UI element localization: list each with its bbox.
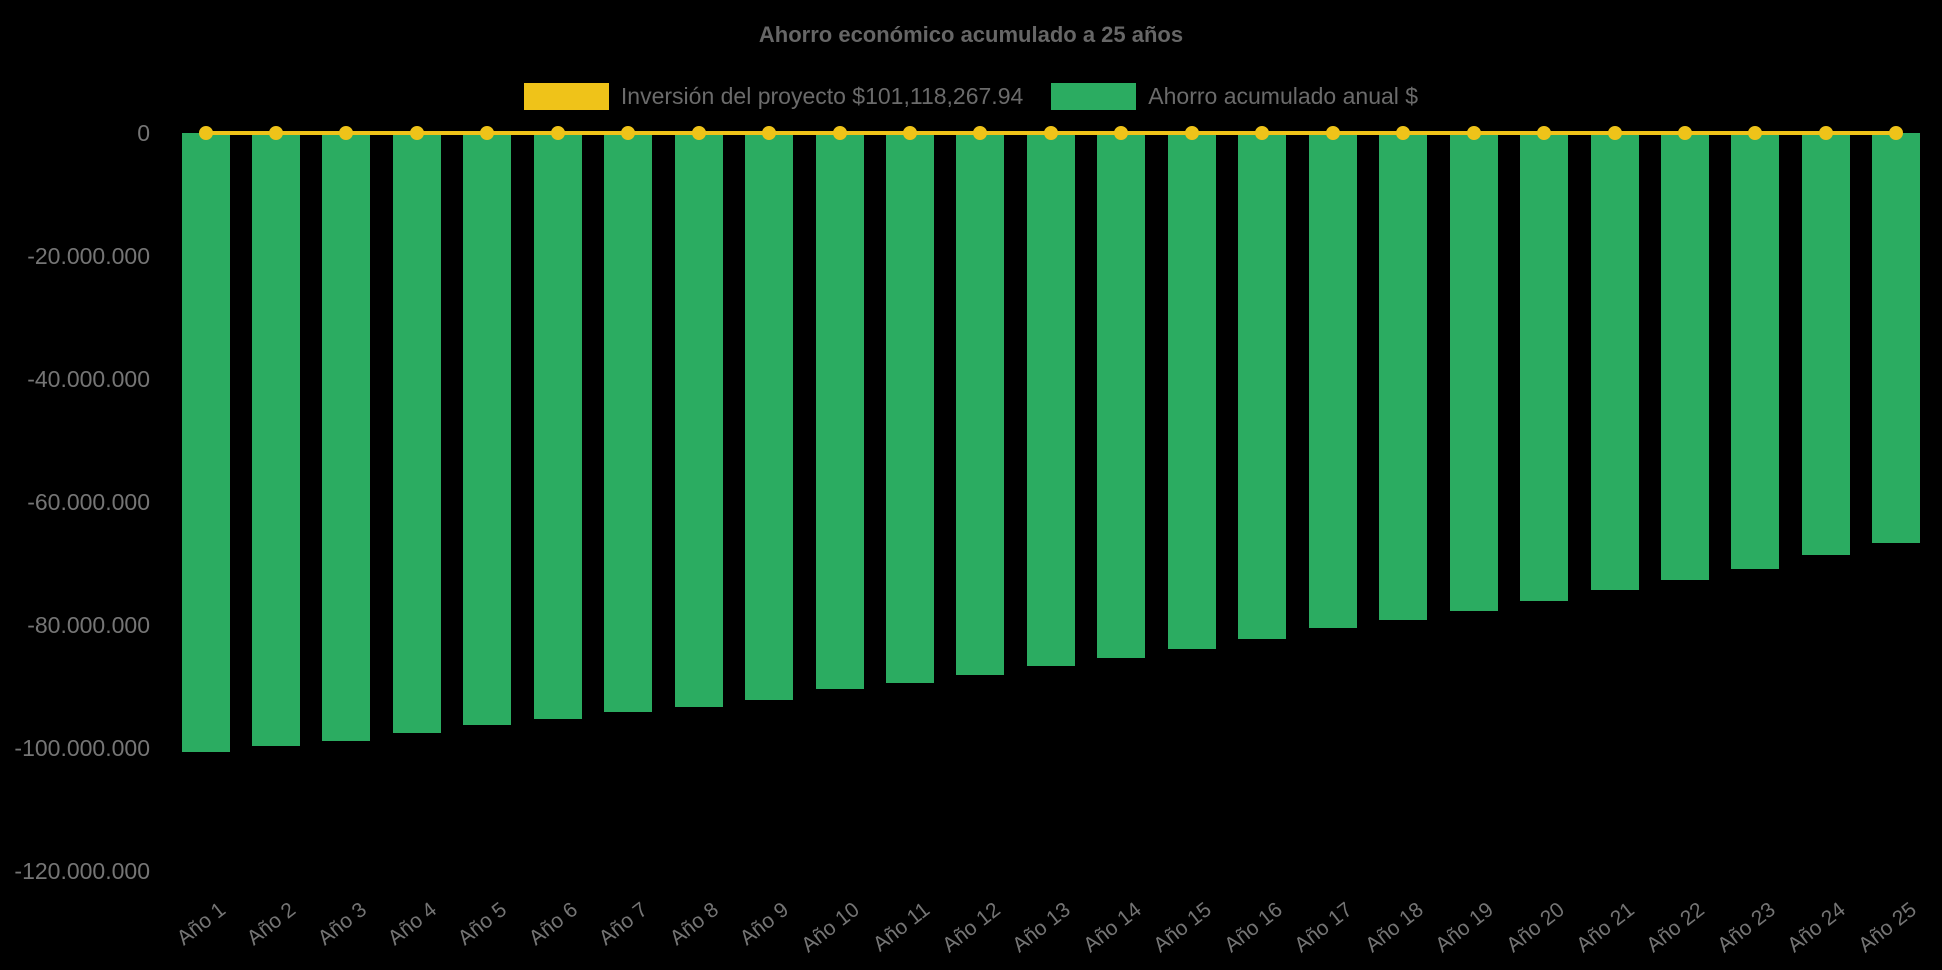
x-tick-label-ano-23: Año 23 (1712, 898, 1780, 958)
x-tick-label-ano-11: Año 11 (868, 898, 935, 957)
x-tick-label-ano-20: Año 20 (1501, 898, 1569, 958)
x-tick-label-ano-19: Año 19 (1431, 898, 1498, 958)
investment-point-ano-11[interactable] (903, 125, 917, 140)
investment-point-ano-18[interactable] (1396, 125, 1411, 140)
bar-ano-24[interactable] (1801, 132, 1850, 555)
investment-point-ano-25[interactable] (1889, 125, 1904, 140)
x-tick-label-ano-12: Año 12 (938, 898, 1005, 958)
investment-point-ano-1[interactable] (198, 125, 213, 140)
legend-swatch-inversion (523, 83, 609, 110)
investment-point-ano-3[interactable] (339, 125, 354, 140)
bar-ano-25[interactable] (1872, 132, 1921, 544)
bar-ano-23[interactable] (1731, 132, 1780, 569)
bar-ano-18[interactable] (1379, 132, 1428, 620)
chart-title: Ahorro económico acumulado a 25 años (758, 22, 1184, 47)
x-tick-label-ano-21: Año 21 (1572, 898, 1639, 958)
bar-ano-10[interactable] (815, 132, 864, 690)
bar-ano-6[interactable] (533, 132, 582, 719)
investment-point-ano-16[interactable] (1255, 125, 1270, 140)
investment-point-ano-2[interactable] (268, 125, 283, 140)
bar-ano-5[interactable] (463, 132, 512, 726)
x-tick-label-ano-6: Año 6 (524, 898, 582, 950)
investment-point-ano-24[interactable] (1818, 125, 1833, 140)
bar-ano-19[interactable] (1449, 132, 1498, 611)
y-tick-label: -20.000.000 (27, 242, 150, 269)
investment-point-ano-23[interactable] (1748, 125, 1763, 140)
x-tick-label-ano-22: Año 22 (1642, 898, 1710, 958)
investment-point-ano-19[interactable] (1466, 125, 1481, 140)
bar-ano-20[interactable] (1520, 132, 1569, 601)
bar-ano-7[interactable] (604, 132, 653, 713)
bar-ano-13[interactable] (1026, 132, 1075, 666)
x-tick-label-ano-3: Año 3 (313, 898, 371, 950)
investment-point-ano-13[interactable] (1043, 125, 1058, 140)
x-tick-label-ano-18: Año 18 (1360, 898, 1428, 958)
y-tick-label: -80.000.000 (27, 611, 150, 638)
legend-item-ahorro[interactable]: Ahorro acumulado anual $ (1051, 83, 1418, 110)
y-tick-label: 0 (137, 119, 150, 146)
legend-item-inversion[interactable]: Inversión del proyecto $101,118,267.94 (523, 83, 1024, 110)
bar-ano-1[interactable] (181, 132, 230, 753)
y-tick-label: -100.000.000 (14, 734, 150, 761)
legend-swatch-ahorro (1051, 83, 1137, 110)
bar-ano-8[interactable] (674, 132, 723, 707)
bar-ano-3[interactable] (322, 132, 371, 741)
investment-point-ano-15[interactable] (1184, 125, 1199, 140)
investment-point-ano-7[interactable] (621, 125, 636, 140)
bar-ano-15[interactable] (1167, 132, 1216, 650)
y-tick-label: -60.000.000 (27, 488, 150, 515)
investment-point-ano-21[interactable] (1607, 125, 1622, 140)
bar-ano-4[interactable] (392, 132, 441, 733)
x-tick-label-ano-24: Año 24 (1783, 898, 1851, 958)
x-tick-label-ano-14: Año 14 (1078, 898, 1146, 958)
investment-point-ano-5[interactable] (480, 125, 495, 140)
bar-ano-14[interactable] (1097, 132, 1146, 658)
x-tick-label-ano-16: Año 16 (1219, 898, 1287, 958)
legend-label-inversion: Inversión del proyecto $101,118,267.94 (620, 83, 1024, 109)
x-tick-label-ano-2: Año 2 (242, 898, 301, 950)
legend: Inversión del proyecto $101,118,267.94 A… (0, 83, 1942, 110)
y-tick-label: -40.000.000 (27, 365, 150, 392)
investment-point-ano-20[interactable] (1537, 125, 1552, 140)
bar-ano-9[interactable] (745, 132, 794, 700)
x-tick-label-ano-13: Año 13 (1008, 898, 1076, 958)
bar-ano-12[interactable] (956, 132, 1005, 675)
x-tick-label-ano-17: Año 17 (1290, 898, 1357, 958)
investment-point-ano-10[interactable] (832, 125, 847, 140)
bar-ano-16[interactable] (1238, 132, 1287, 640)
bar-ano-22[interactable] (1660, 132, 1709, 580)
x-tick-label-ano-15: Año 15 (1149, 898, 1216, 958)
x-tick-label-ano-7: Año 7 (594, 898, 653, 950)
investment-point-ano-6[interactable] (550, 125, 565, 140)
investment-point-ano-14[interactable] (1114, 125, 1129, 140)
investment-point-ano-22[interactable] (1677, 125, 1692, 140)
x-tick-label-ano-8: Año 8 (665, 898, 723, 950)
x-tick-label-ano-4: Año 4 (383, 898, 442, 950)
investment-point-ano-12[interactable] (973, 125, 988, 140)
x-tick-label-ano-1: Año 1 (172, 898, 230, 950)
x-tick-label-ano-10: Año 10 (797, 898, 864, 958)
bar-ano-21[interactable] (1590, 132, 1639, 591)
investment-point-ano-8[interactable] (691, 125, 706, 140)
investment-point-ano-4[interactable] (409, 125, 424, 140)
x-tick-label-ano-25: Año 25 (1853, 898, 1921, 958)
investment-point-ano-9[interactable] (762, 125, 777, 140)
legend-label-ahorro: Ahorro acumulado anual $ (1148, 83, 1419, 109)
bar-ano-2[interactable] (251, 132, 300, 747)
x-tick-label-ano-5: Año 5 (454, 898, 512, 950)
investment-point-ano-17[interactable] (1325, 125, 1340, 140)
bar-ano-17[interactable] (1308, 132, 1357, 629)
x-tick-label-ano-9: Año 9 (735, 898, 794, 950)
y-tick-label: -120.000.000 (14, 857, 150, 884)
bar-ano-11[interactable] (886, 132, 934, 683)
